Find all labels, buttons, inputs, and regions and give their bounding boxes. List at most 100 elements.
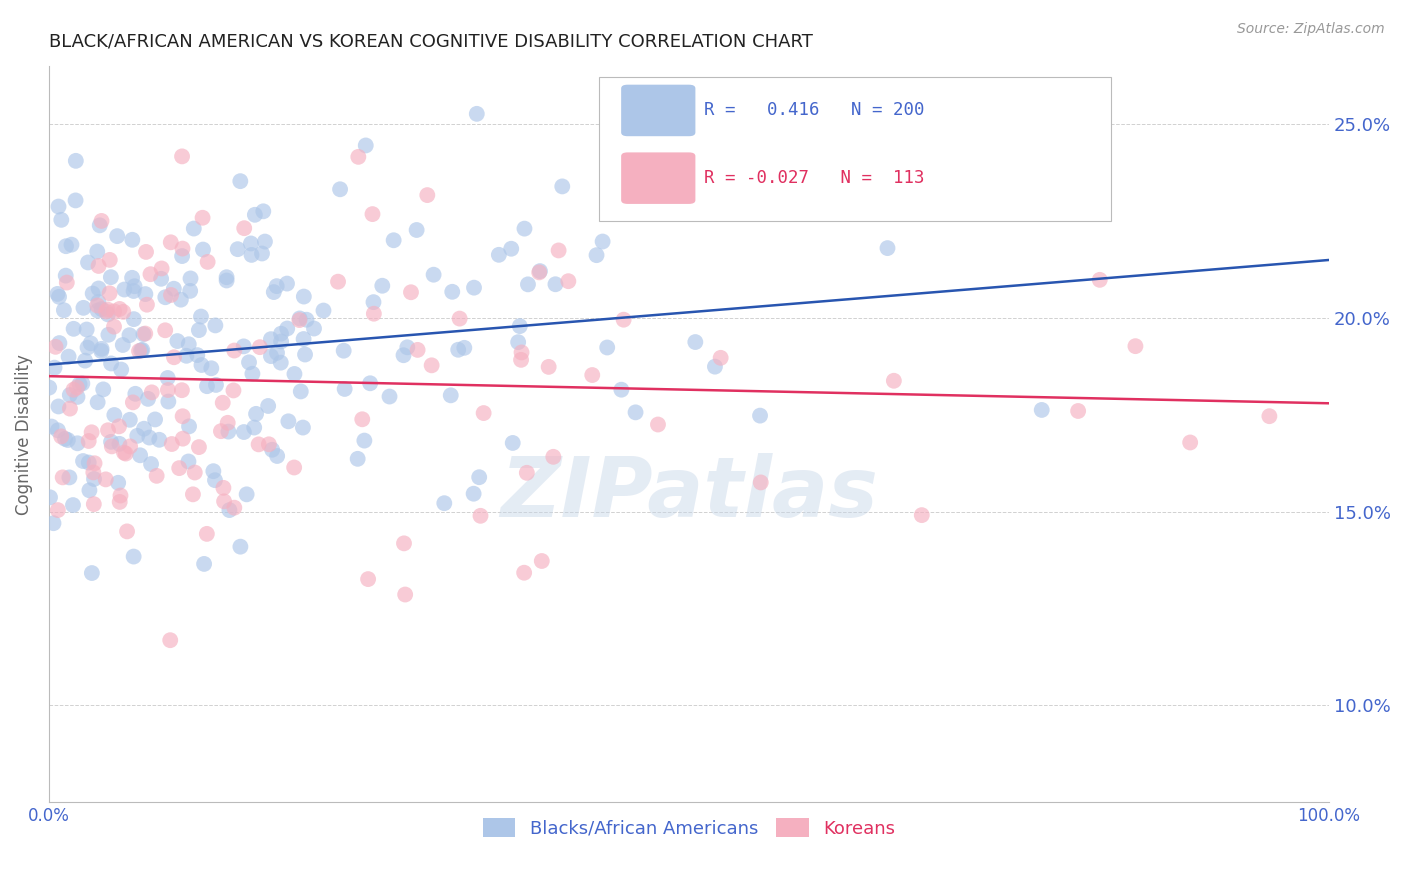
Point: [87, 259, 110, 273]
Point: [94, 472, 117, 486]
Point: [252, 204, 274, 219]
Point: [159, 633, 181, 648]
Point: [121, 233, 143, 247]
Point: [204, 473, 226, 487]
Point: [48, 200, 70, 214]
Point: [115, 524, 138, 539]
Point: [38, 381, 60, 395]
Point: [229, 174, 252, 188]
Point: [108, 301, 131, 316]
Point: [266, 449, 288, 463]
Point: [212, 481, 235, 495]
Point: [184, 466, 207, 480]
Point: [472, 406, 495, 420]
Point: [103, 408, 125, 422]
Point: [543, 450, 565, 464]
Point: [224, 343, 246, 358]
Point: [177, 454, 200, 468]
Point: [90, 214, 112, 228]
Point: [163, 282, 186, 296]
Point: [624, 405, 647, 419]
Point: [191, 211, 214, 225]
Point: [58, 470, 80, 484]
Point: [378, 390, 401, 404]
Point: [160, 288, 183, 302]
Point: [83, 472, 105, 486]
Point: [510, 345, 533, 359]
Point: [148, 433, 170, 447]
Point: [235, 487, 257, 501]
Point: [270, 334, 292, 349]
Point: [270, 356, 292, 370]
Point: [876, 241, 898, 255]
Point: [108, 419, 131, 434]
Point: [371, 278, 394, 293]
Point: [76, 341, 98, 355]
Point: [215, 270, 238, 285]
Point: [118, 328, 141, 343]
Point: [170, 293, 193, 307]
Point: [509, 319, 531, 334]
Point: [257, 437, 280, 451]
Point: [170, 149, 193, 163]
Point: [502, 436, 524, 450]
Point: [139, 267, 162, 281]
Point: [177, 419, 200, 434]
Point: [77, 434, 100, 448]
Point: [59, 388, 82, 402]
Point: [155, 290, 177, 304]
Point: [136, 392, 159, 406]
Point: [86, 244, 108, 259]
Point: [86, 395, 108, 409]
Point: [97, 327, 120, 342]
Point: [749, 475, 772, 490]
Point: [66, 380, 89, 394]
Point: [1031, 403, 1053, 417]
Point: [581, 368, 603, 382]
Point: [45, 340, 67, 354]
Point: [39, 491, 62, 505]
Point: [55, 239, 77, 253]
Point: [80, 566, 103, 580]
Point: [163, 351, 186, 365]
Point: [48, 336, 70, 351]
Point: [209, 424, 232, 438]
Point: [150, 261, 173, 276]
Point: [276, 277, 298, 291]
Point: [382, 233, 405, 247]
Point: [160, 437, 183, 451]
Point: [97, 307, 120, 321]
Point: [90, 301, 112, 316]
Point: [80, 425, 103, 440]
Point: [96, 302, 118, 317]
Point: [911, 508, 934, 522]
Point: [187, 440, 209, 454]
Point: [79, 336, 101, 351]
Point: [139, 457, 162, 471]
Point: [134, 287, 156, 301]
Point: [127, 429, 149, 443]
Point: [59, 401, 82, 416]
Point: [463, 280, 485, 294]
Point: [51, 429, 73, 443]
Point: [245, 407, 267, 421]
Point: [89, 219, 111, 233]
Point: [77, 255, 100, 269]
Point: [128, 344, 150, 359]
Point: [517, 277, 540, 292]
Point: [83, 456, 105, 470]
Point: [501, 242, 523, 256]
Point: [110, 362, 132, 376]
Point: [529, 264, 551, 278]
Point: [270, 326, 292, 341]
Point: [260, 332, 283, 346]
Point: [215, 273, 238, 287]
Point: [347, 150, 370, 164]
Point: [980, 199, 1002, 213]
Point: [420, 359, 443, 373]
Text: BLACK/AFRICAN AMERICAN VS KOREAN COGNITIVE DISABILITY CORRELATION CHART: BLACK/AFRICAN AMERICAN VS KOREAN COGNITI…: [49, 33, 813, 51]
Point: [65, 194, 87, 208]
Point: [101, 439, 124, 453]
Point: [86, 298, 108, 312]
Point: [170, 383, 193, 397]
